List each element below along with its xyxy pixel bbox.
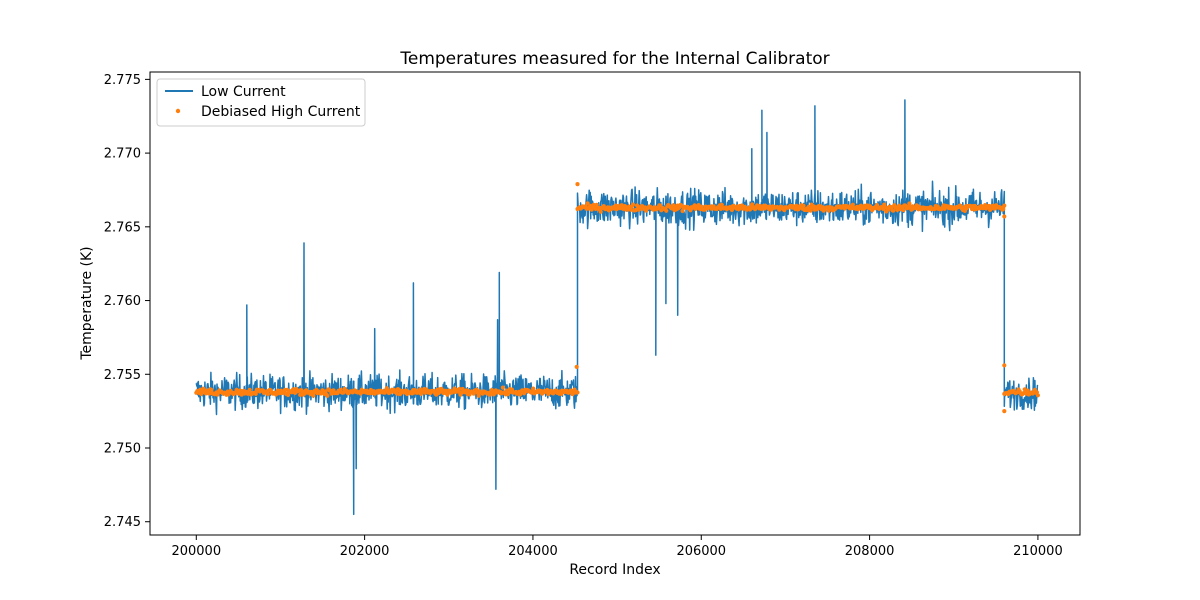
legend-dot-swatch: [175, 108, 181, 114]
y-tick-label: 2.750: [104, 442, 141, 457]
scatter-point: [750, 202, 755, 207]
scatter-point: [658, 203, 663, 208]
scatter-point-outlier: [1002, 214, 1007, 219]
scatter-point: [298, 392, 303, 397]
scatter-point: [808, 208, 813, 213]
x-tick-label: 210000: [1013, 544, 1063, 559]
x-tick-label: 208000: [845, 544, 895, 559]
scatter-point: [247, 387, 252, 392]
scatter-point-outlier: [574, 364, 579, 369]
scatter-point: [801, 203, 806, 208]
scatter-point: [207, 391, 212, 396]
scatter-point: [253, 391, 258, 396]
legend-label-low-current: Low Current: [201, 84, 286, 100]
y-axis-label: Temperature (K): [79, 246, 95, 360]
scatter-point: [457, 386, 462, 392]
scatter-point: [901, 208, 906, 213]
plot-area: [149, 71, 1081, 536]
plot-frame: [149, 71, 1081, 536]
scatter-point: [664, 208, 669, 213]
scatter-point-outlier: [575, 182, 580, 187]
y-tick-label: 2.770: [104, 147, 141, 162]
scatter-point: [598, 209, 603, 214]
scatter-point: [476, 393, 481, 398]
x-axis: 200000 202000 204000 206000 208000 210000: [171, 535, 1063, 559]
y-tick-label: 2.755: [104, 368, 141, 383]
y-tick-label: 2.760: [104, 294, 141, 309]
y-axis: 2.745 2.750 2.755 2.760 2.765 2.770 2.775: [104, 73, 150, 530]
scatter-point: [1002, 203, 1007, 208]
scatter-point: [826, 208, 831, 213]
scatter-point: [747, 207, 753, 212]
scatter-point: [471, 391, 476, 396]
scatter-point: [585, 201, 590, 206]
scatter-point: [575, 390, 580, 395]
x-tick-label: 200000: [171, 544, 221, 559]
x-tick-label: 202000: [340, 544, 390, 559]
x-tick-label: 206000: [676, 544, 726, 559]
scatter-point: [325, 393, 330, 398]
x-tick-label: 204000: [508, 544, 558, 559]
series-layer: [194, 99, 1040, 516]
scatter-point-outlier: [1002, 409, 1007, 414]
y-tick-label: 2.775: [104, 73, 141, 88]
x-axis-label: Record Index: [569, 562, 660, 578]
scatter-point: [729, 207, 735, 213]
debiased-high-current-points: [194, 182, 1040, 414]
scatter-point: [891, 208, 896, 213]
y-tick-label: 2.765: [104, 220, 141, 235]
scatter-point: [1025, 388, 1030, 393]
scatter-point: [875, 203, 880, 208]
scatter-point: [500, 385, 505, 390]
scatter-point: [1035, 393, 1040, 398]
legend: Low Current Debiased High Current: [156, 78, 366, 127]
scatter-point: [265, 392, 270, 397]
legend-box: [156, 78, 366, 127]
scatter-point: [311, 393, 316, 398]
scatter-point: [1001, 207, 1006, 212]
scatter-point: [630, 202, 636, 207]
scatter-point: [850, 202, 856, 207]
scatter-point-outlier: [1002, 363, 1007, 368]
scatter-point: [209, 387, 214, 393]
legend-label-debiased-high-current: Debiased High Current: [201, 104, 361, 120]
y-tick-label: 2.745: [104, 515, 141, 530]
scatter-point: [531, 386, 536, 391]
scatter-point: [907, 201, 912, 206]
chart-title: Temperatures measured for the Internal C…: [399, 49, 829, 69]
